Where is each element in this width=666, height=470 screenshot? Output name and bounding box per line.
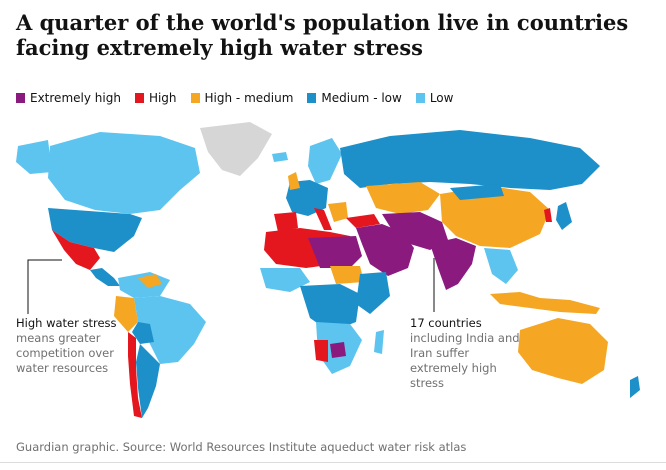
region-mongolia bbox=[450, 184, 504, 200]
bottom-divider bbox=[0, 462, 666, 463]
region-turkey bbox=[346, 214, 380, 228]
region-west-africa bbox=[260, 268, 310, 292]
region-middle-east bbox=[356, 224, 414, 276]
world-water-stress-map bbox=[16, 122, 640, 418]
region-chile bbox=[128, 332, 142, 418]
region-libya-egypt bbox=[308, 236, 362, 268]
region-brazil bbox=[134, 296, 206, 364]
legend: Extremely high High High - medium Medium… bbox=[16, 90, 467, 106]
region-uk bbox=[288, 172, 300, 190]
region-central-america bbox=[90, 268, 120, 286]
region-korea bbox=[544, 208, 552, 222]
region-western-europe bbox=[286, 180, 328, 216]
region-india bbox=[430, 238, 476, 290]
legend-swatch-extremely-high bbox=[16, 93, 25, 103]
legend-label-extremely-high: Extremely high bbox=[30, 91, 121, 105]
region-namibia bbox=[314, 340, 328, 362]
region-alaska bbox=[16, 140, 52, 174]
legend-swatch-medium-low bbox=[307, 93, 317, 103]
region-canada bbox=[48, 132, 200, 214]
region-indonesia bbox=[490, 292, 600, 314]
region-iceland bbox=[272, 152, 288, 162]
legend-item-high-medium: High - medium bbox=[190, 91, 294, 105]
region-scandinavia bbox=[308, 138, 342, 184]
region-greenland bbox=[200, 122, 272, 176]
source-credit: Guardian graphic. Source: World Resource… bbox=[16, 440, 467, 454]
region-russia bbox=[340, 130, 600, 190]
region-argentina bbox=[136, 344, 160, 418]
annotation-17-countries: 17 countries including India and Iran su… bbox=[410, 316, 520, 391]
region-venezuela bbox=[138, 274, 162, 288]
legend-item-low: Low bbox=[415, 91, 454, 105]
legend-swatch-high bbox=[134, 93, 144, 103]
region-bolivia bbox=[132, 322, 154, 344]
region-iran-pakistan bbox=[382, 212, 448, 250]
region-northern-south-america bbox=[118, 272, 170, 298]
region-balkans bbox=[328, 202, 348, 222]
region-italy bbox=[314, 208, 332, 230]
annotation-right-heading: 17 countries bbox=[410, 316, 482, 330]
region-china bbox=[440, 186, 550, 248]
region-peru bbox=[114, 296, 138, 332]
legend-item-extremely-high: Extremely high bbox=[16, 91, 121, 105]
region-south-africa-stress bbox=[330, 342, 346, 358]
annotation-line-left bbox=[27, 259, 62, 314]
region-east-africa bbox=[356, 272, 390, 314]
region-iberia bbox=[274, 212, 298, 232]
region-central-asia bbox=[366, 182, 440, 214]
region-new-zealand bbox=[630, 376, 640, 398]
legend-item-high: High bbox=[134, 91, 177, 105]
annotation-left-body: means greater competition over water res… bbox=[16, 331, 114, 375]
legend-swatch-low bbox=[415, 93, 425, 103]
legend-swatch-high-medium bbox=[190, 93, 200, 103]
region-madagascar bbox=[374, 330, 384, 354]
legend-item-medium-low: Medium - low bbox=[307, 91, 402, 105]
region-usa bbox=[48, 208, 142, 252]
annotation-right-body: including India and Iran suffer extremel… bbox=[410, 331, 520, 390]
legend-label-high: High bbox=[148, 91, 177, 105]
annotation-left-heading: High water stress bbox=[16, 316, 117, 330]
legend-label-low: Low bbox=[429, 91, 454, 105]
region-japan bbox=[556, 202, 572, 230]
annotation-high-water-stress: High water stress means greater competit… bbox=[16, 316, 126, 376]
legend-label-high-medium: High - medium bbox=[204, 91, 294, 105]
region-australia bbox=[518, 318, 608, 384]
legend-label-medium-low: Medium - low bbox=[321, 91, 402, 105]
chart-title: A quarter of the world's population live… bbox=[16, 10, 629, 60]
region-central-africa bbox=[300, 284, 360, 332]
region-sahel bbox=[330, 266, 364, 284]
region-mexico bbox=[52, 230, 100, 270]
region-southeast-asia bbox=[484, 248, 518, 284]
